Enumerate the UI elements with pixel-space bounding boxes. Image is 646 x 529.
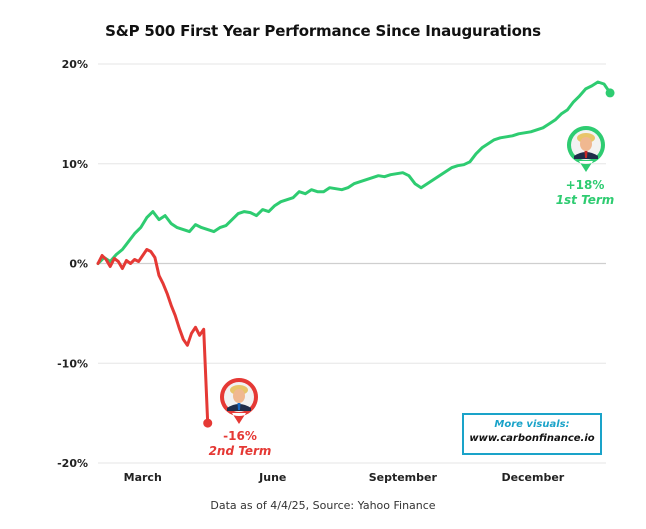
anno-term-2nd-term: 2nd Term bbox=[209, 444, 272, 458]
y-axis-ticks: 20% 10% 0% -10% -20% bbox=[57, 58, 88, 470]
x-tick-label: December bbox=[501, 471, 564, 484]
series-line-1st-term bbox=[96, 80, 612, 265]
marker-1st-term bbox=[566, 126, 605, 172]
portrait-tie bbox=[584, 151, 588, 158]
source-note: Data as of 4/4/25, Source: Yahoo Finance bbox=[210, 499, 436, 512]
x-tick-label: September bbox=[369, 471, 438, 484]
x-axis-ticks: March June September December bbox=[124, 471, 565, 484]
series-lines bbox=[96, 80, 615, 428]
annotations: +18% 1st Term -16% 2nd Term bbox=[209, 126, 615, 458]
promo-box[interactable]: More visuals: www.carbonfinance.io bbox=[462, 413, 602, 455]
x-tick-label: June bbox=[258, 471, 286, 484]
promo-title: More visuals: bbox=[494, 419, 570, 430]
anno-value-1st-term: +18% bbox=[566, 178, 605, 192]
promo-url-link[interactable]: www.carbonfinance.io bbox=[469, 433, 595, 444]
portrait-tie bbox=[237, 403, 241, 410]
y-tick-label: 10% bbox=[62, 158, 88, 171]
portrait-face bbox=[580, 137, 592, 151]
gridlines bbox=[98, 63, 606, 464]
series-end-point bbox=[203, 418, 213, 428]
series-line-2nd-term bbox=[96, 248, 210, 425]
marker-2nd-term bbox=[219, 378, 258, 424]
y-tick-label: -10% bbox=[57, 357, 88, 370]
anno-term-1st-term: 1st Term bbox=[556, 193, 615, 207]
portrait-face bbox=[233, 389, 245, 403]
anno-value-2nd-term: -16% bbox=[223, 429, 257, 443]
y-tick-label: -20% bbox=[57, 457, 88, 470]
x-tick-label: March bbox=[124, 471, 162, 484]
series-end-point bbox=[605, 88, 615, 98]
chart-title: S&P 500 First Year Performance Since Ina… bbox=[105, 22, 541, 40]
y-tick-label: 20% bbox=[62, 58, 88, 71]
y-tick-label: 0% bbox=[69, 258, 88, 271]
